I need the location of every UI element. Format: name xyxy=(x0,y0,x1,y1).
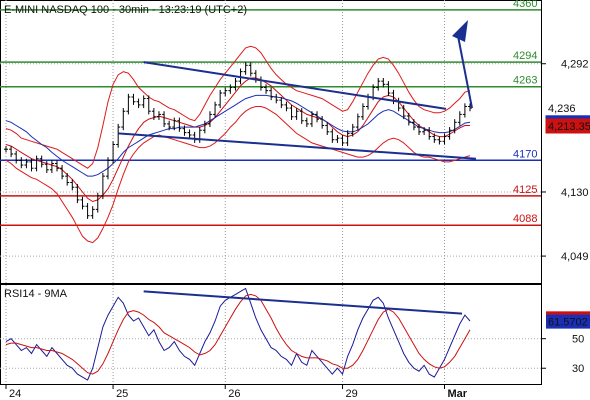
rsi-line xyxy=(5,287,471,381)
projection-arrow-line xyxy=(457,35,473,109)
trendline-lower xyxy=(118,132,477,160)
rsi-y-axis: 50 30 xyxy=(541,334,584,375)
level-label-4125: 4125 xyxy=(513,184,537,196)
bollinger-lower xyxy=(5,106,471,244)
price-badge-bg xyxy=(545,118,590,134)
rsi-title: RSI14 - 9MA xyxy=(4,288,68,300)
price-tick-label: 4,130 xyxy=(561,187,589,199)
x-axis: 24 25 26 29 Mar xyxy=(5,384,468,400)
x-tick-label: 26 xyxy=(228,388,240,400)
rsi-badge-label: 61.5702 xyxy=(548,317,588,329)
x-tick-label: 25 xyxy=(116,388,128,400)
trendline-upper xyxy=(143,61,447,110)
x-tick-label: 29 xyxy=(346,388,358,400)
level-label-4263: 4263 xyxy=(513,75,537,87)
chart-title: E-MINI NASDAQ 100 - 30min - 13:23:19 (UT… xyxy=(4,4,247,16)
moving-averages xyxy=(5,77,471,203)
rsi-series xyxy=(5,287,471,381)
price-badge-label: 4,213.35 xyxy=(548,121,590,133)
rsi-trendline xyxy=(143,290,463,315)
bollinger-upper xyxy=(5,45,471,169)
ma-blue xyxy=(5,94,471,177)
rsi-tick-label: 30 xyxy=(572,363,584,375)
bollinger-bands xyxy=(5,45,471,244)
rsi-trendline xyxy=(143,290,463,315)
level-label-4294: 4294 xyxy=(513,50,537,62)
rsi-tick-label: 50 xyxy=(572,334,584,346)
horizontal-levels: 4360 4294 4263 4170 4125 4088 xyxy=(0,0,541,226)
rsi-ma-line xyxy=(5,293,471,375)
price-tick-label: 4,292 xyxy=(561,59,589,71)
level-label-4360: 4360 xyxy=(513,0,537,10)
price-y-axis: 4,292 4,130 4,049 xyxy=(541,59,589,263)
level-label-4088: 4088 xyxy=(513,213,537,225)
rsi-badges: 63.772161.5702 xyxy=(546,311,590,329)
trendlines xyxy=(118,20,477,160)
x-tick-label: 24 xyxy=(9,388,21,400)
level-label-4170: 4170 xyxy=(513,148,537,160)
rsi-badge-bg xyxy=(546,314,590,329)
price-tick-label: 4,049 xyxy=(561,251,589,263)
projection-arrow-head xyxy=(452,20,468,42)
price-badge-label: 4,236 xyxy=(548,103,576,115)
main-panel-border xyxy=(0,0,542,284)
ma-red xyxy=(5,77,470,203)
rsi-grid xyxy=(0,285,541,384)
price-badge-bg xyxy=(545,100,590,116)
x-tick-label: Mar xyxy=(448,388,468,400)
